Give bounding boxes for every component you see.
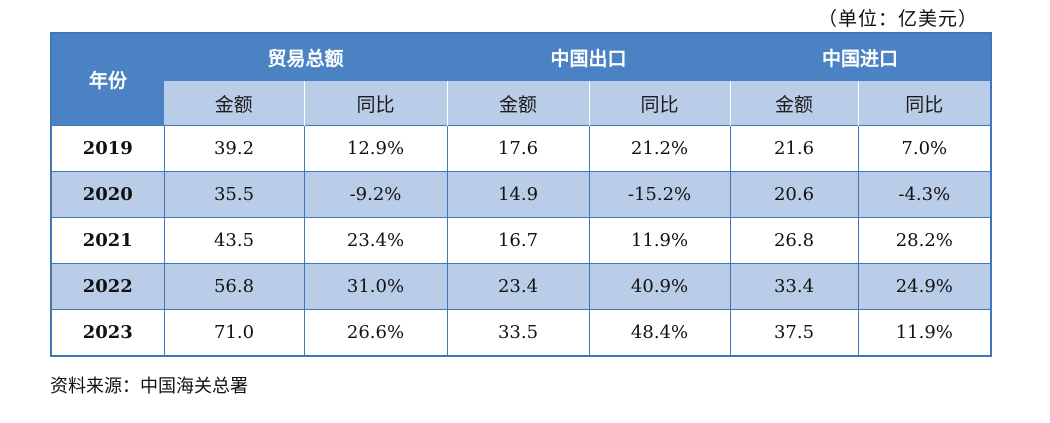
table-cell: -4.3% bbox=[857, 171, 992, 218]
table-cell: 23.4% bbox=[303, 217, 448, 264]
table-cell: 26.8 bbox=[729, 217, 859, 264]
table-cell: 39.2 bbox=[163, 125, 304, 172]
table-cell: 21.2% bbox=[588, 125, 731, 172]
table-row: 2019 39.2 12.9% 17.6 21.2% 21.6 7.0% bbox=[51, 125, 992, 172]
table-cell: 14.9 bbox=[446, 171, 590, 218]
table-cell: 24.9% bbox=[857, 263, 992, 310]
table-cell: 12.9% bbox=[303, 125, 448, 172]
subheader-yoy: 同比 bbox=[588, 81, 731, 126]
year-cell: 2019 bbox=[51, 125, 164, 172]
table-cell: 16.7 bbox=[446, 217, 590, 264]
table-cell: 17.6 bbox=[446, 125, 590, 172]
table-cell: 48.4% bbox=[588, 309, 731, 356]
table-cell: 20.6 bbox=[729, 171, 859, 218]
unit-note: （单位：亿美元） bbox=[817, 8, 978, 30]
header-row-groups: 年份 贸易总额 中国出口 中国进口 bbox=[51, 33, 992, 126]
table-cell: 71.0 bbox=[163, 309, 304, 356]
subheader-yoy: 同比 bbox=[303, 81, 448, 126]
year-cell: 2023 bbox=[51, 309, 164, 356]
year-cell: 2020 bbox=[51, 171, 164, 218]
table-cell: 37.5 bbox=[729, 309, 859, 356]
table-row: 2022 56.8 31.0% 23.4 40.9% 33.4 24.9% bbox=[51, 263, 992, 310]
table-row: 2023 71.0 26.6% 33.5 48.4% 37.5 11.9% bbox=[51, 309, 992, 356]
subheader-amount: 金额 bbox=[729, 81, 859, 126]
table-cell: -15.2% bbox=[588, 171, 731, 218]
table-cell: 56.8 bbox=[163, 263, 304, 310]
year-cell: 2021 bbox=[51, 217, 164, 264]
table-cell: 33.5 bbox=[446, 309, 590, 356]
year-header: 年份 bbox=[51, 33, 164, 126]
table-cell: 28.2% bbox=[857, 217, 992, 264]
table-cell: 21.6 bbox=[729, 125, 859, 172]
group-header-import: 中国进口 bbox=[730, 33, 992, 81]
header-row-sub: 金额 同比 金额 同比 金额 同比 bbox=[51, 81, 992, 126]
table-cell: 43.5 bbox=[163, 217, 304, 264]
subheader-yoy: 同比 bbox=[857, 81, 992, 126]
table-cell: 11.9% bbox=[588, 217, 731, 264]
subheader-amount: 金额 bbox=[446, 81, 590, 126]
table-cell: 26.6% bbox=[303, 309, 448, 356]
table-row: 2020 35.5 -9.2% 14.9 -15.2% 20.6 -4.3% bbox=[51, 171, 992, 218]
table-cell: 40.9% bbox=[588, 263, 731, 310]
source-note: 资料来源：中国海关总署 bbox=[50, 376, 248, 397]
table-cell: 7.0% bbox=[857, 125, 992, 172]
group-header-total: 贸易总额 bbox=[164, 33, 448, 81]
table-row: 2021 43.5 23.4% 16.7 11.9% 26.8 28.2% bbox=[51, 217, 992, 264]
table-cell: -9.2% bbox=[303, 171, 448, 218]
table-cell: 23.4 bbox=[446, 263, 590, 310]
year-cell: 2022 bbox=[51, 263, 164, 310]
table-cell: 11.9% bbox=[857, 309, 992, 356]
table-cell: 33.4 bbox=[729, 263, 859, 310]
table-cell: 35.5 bbox=[163, 171, 304, 218]
trade-table: 年份 贸易总额 中国出口 中国进口 金额 同比 金额 同比 金额 同比 2019… bbox=[50, 32, 993, 357]
group-header-export: 中国出口 bbox=[447, 33, 731, 81]
subheader-amount: 金额 bbox=[164, 81, 304, 126]
table-cell: 31.0% bbox=[303, 263, 448, 310]
